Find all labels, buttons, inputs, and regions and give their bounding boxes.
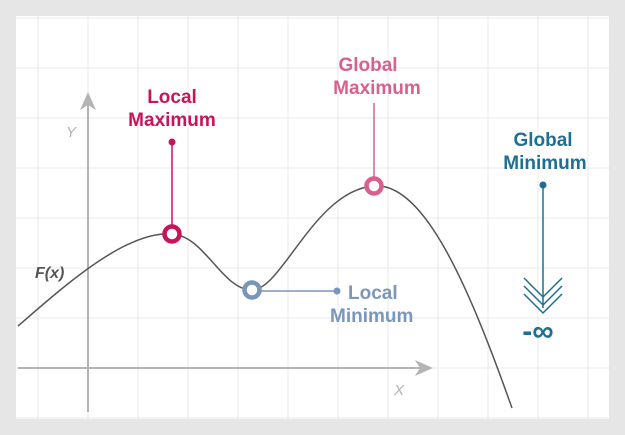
global-minimum-label-line1: Global [513, 130, 572, 151]
function-curve [17, 185, 513, 409]
local-minimum-label-line2: Minimum [330, 306, 413, 327]
global-maximum-point [364, 176, 384, 196]
local-maximum-label-line1: Local [147, 87, 197, 108]
global-maximum-label-line1: Global [338, 55, 397, 76]
negative-infinity-label: -∞ [522, 315, 553, 348]
local-maximum-point [162, 224, 182, 244]
function-label: F(x) [35, 265, 64, 282]
local-minimum-leader-dot [333, 287, 341, 295]
global-maximum-label-line2: Maximum [333, 78, 421, 99]
grid [16, 16, 609, 419]
x-axis-arrow-icon [415, 360, 433, 376]
y-axis-label: Y [66, 124, 77, 141]
local-maximum-leader-dot [168, 138, 176, 146]
local-minimum-label-line1: Local [348, 283, 398, 304]
down-chevrons-icon [523, 277, 563, 315]
local-minimum-point [242, 280, 262, 300]
global-minimum-label-line2: Minimum [503, 153, 586, 174]
y-axis-arrow-icon [80, 92, 96, 110]
x-axis-label: X [393, 382, 405, 399]
local-maximum-label-line2: Maximum [128, 110, 216, 131]
